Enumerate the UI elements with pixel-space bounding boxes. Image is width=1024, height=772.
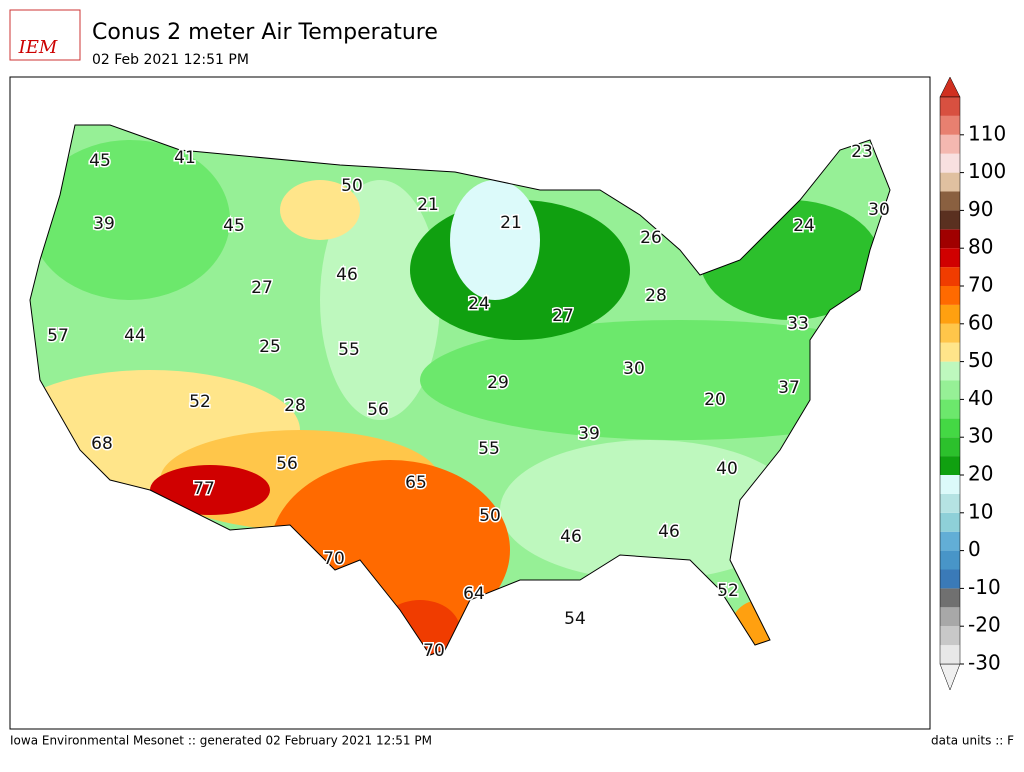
station-label: 20 [704, 390, 726, 410]
colorbar-bin [940, 210, 960, 230]
colorbar-tick-label: 30 [968, 424, 993, 448]
colorbar-tick-label: -10 [968, 575, 1001, 599]
colorbar-bin [940, 588, 960, 608]
colorbar-bin [940, 399, 960, 419]
footer-right: data units :: F [931, 734, 1014, 748]
station-label: 28 [284, 396, 306, 416]
colorbar-bin [940, 607, 960, 627]
colorbar-bin [940, 229, 960, 249]
station-label: 77 [193, 479, 215, 499]
colorbar-bin [940, 115, 960, 135]
colorbar-tick-label: 40 [968, 386, 993, 410]
station-label: 57 [47, 326, 69, 346]
colorbar-bin [940, 456, 960, 475]
subtitle: 02 Feb 2021 12:51 PM [92, 52, 249, 68]
station-label: 24 [793, 216, 815, 236]
station-labels: 45 41 50 21 21 23 30 39 45 24 26 46 27 28 24 27 57 44 25 55… [46, 141, 892, 663]
station-label: 52 [717, 581, 739, 601]
station-label: 33 [787, 314, 809, 334]
station-label: 65 [405, 473, 427, 493]
footer-left: Iowa Environmental Mesonet :: generated … [10, 734, 432, 748]
title: Conus 2 meter Air Temperature [92, 20, 438, 45]
colorbar-tick-label: -30 [968, 651, 1001, 675]
station-label: 70 [423, 641, 445, 661]
colorbar-bin [940, 172, 960, 192]
colorbar-tick-label: 70 [968, 273, 993, 297]
colorbar-bin [940, 645, 960, 664]
colorbar-bin [940, 248, 960, 268]
station-label: 30 [623, 359, 645, 379]
station-label: 70 [323, 549, 345, 569]
station-label: 64 [463, 584, 485, 604]
colorbar-tick-label: 60 [968, 310, 993, 334]
colorbar-bin [940, 361, 960, 381]
colorbar-bin [940, 323, 960, 343]
colorbar-bin [940, 550, 960, 570]
us-outline [29, 124, 891, 656]
colorbar-bin [940, 493, 960, 513]
station-label: 25 [259, 337, 281, 357]
station-label: 27 [552, 306, 574, 326]
colorbar-frame [939, 96, 961, 665]
station-label: 45 [89, 151, 111, 171]
station-label: 41 [174, 148, 196, 168]
colorbar-bin [940, 569, 960, 589]
colorbar-bin [940, 475, 960, 494]
colorbar-bin [940, 626, 960, 646]
colorbar-tick-label: 80 [968, 235, 993, 259]
colorbar-tick-label: 50 [968, 348, 993, 372]
colorbar-bin [940, 97, 960, 116]
station-label: 24 [468, 294, 490, 314]
colorbar-bin [940, 531, 960, 551]
station-label: 46 [560, 527, 582, 547]
station-label: 52 [189, 392, 211, 412]
station-label: 21 [417, 195, 439, 215]
station-label: 46 [336, 265, 358, 285]
station-label: 28 [645, 286, 667, 306]
colorbar-tick-label: -20 [968, 613, 1001, 637]
station-label: 54 [564, 609, 586, 629]
logo-text: IEM [18, 37, 58, 58]
station-label: 55 [478, 439, 500, 459]
station-label: 46 [658, 522, 680, 542]
colorbar-bin [940, 342, 960, 362]
colorbar-bin [940, 418, 960, 438]
colorbar: -30 -20 -10 0 10 20 30 40 50 60 70 80 90 100 110 [939, 76, 1006, 691]
colorbar-bin [940, 191, 960, 211]
logo: IEM [9, 9, 81, 61]
colorbar-bin [940, 267, 960, 286]
station-label: 39 [93, 214, 115, 234]
colorbar-tick-label: 100 [968, 159, 1006, 183]
station-label: 21 [500, 213, 522, 233]
colorbar-bin [940, 286, 960, 305]
colorbar-tick-label: 0 [968, 537, 981, 561]
station-label: 56 [276, 454, 298, 474]
station-label: 39 [578, 424, 600, 444]
station-label: 40 [716, 459, 738, 479]
station-label: 37 [778, 378, 800, 398]
colorbar-bin [940, 134, 960, 154]
colorbar-bin [940, 304, 960, 324]
colorbar-bin [940, 153, 960, 173]
colorbar-tick-label: 10 [968, 499, 993, 523]
station-label: 29 [487, 373, 509, 393]
station-label: 23 [851, 142, 873, 162]
station-label: 26 [640, 228, 662, 248]
station-label: 30 [868, 200, 890, 220]
colorbar-tick-label: 110 [968, 121, 1006, 145]
colorbar-tick-label: 20 [968, 462, 993, 486]
station-label: 44 [124, 326, 146, 346]
station-label: 50 [479, 506, 501, 526]
colorbar-tick-label: 90 [968, 197, 993, 221]
station-label: 45 [223, 216, 245, 236]
station-label: 55 [338, 340, 360, 360]
station-label: 56 [367, 400, 389, 420]
colorbar-bin [940, 437, 960, 457]
colorbar-bin [940, 380, 960, 400]
colorbar-bin [940, 512, 960, 532]
station-label: 27 [251, 278, 273, 298]
station-label: 68 [91, 434, 113, 454]
station-label: 50 [341, 176, 363, 196]
